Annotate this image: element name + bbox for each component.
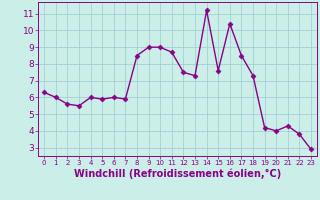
X-axis label: Windchill (Refroidissement éolien,°C): Windchill (Refroidissement éolien,°C)	[74, 169, 281, 179]
